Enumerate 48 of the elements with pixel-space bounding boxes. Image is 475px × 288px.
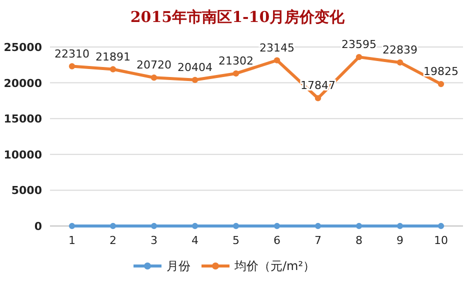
point [396, 59, 404, 66]
y-tick-label: 25000 [4, 41, 42, 54]
point [438, 80, 444, 88]
point [68, 222, 76, 230]
point [232, 70, 240, 77]
x-tick-label: 4 [192, 234, 198, 247]
data-label: 22310 [54, 47, 90, 60]
x-tick-label: 3 [150, 234, 158, 247]
x-tick-label: 6 [274, 234, 280, 247]
x-tick-label: 10 [434, 234, 448, 247]
point [192, 76, 198, 83]
data-label: 19825 [424, 65, 458, 78]
y-tick-label: 10000 [4, 148, 42, 162]
x-tick-label: 8 [356, 234, 362, 247]
x-tick-label: 1 [68, 234, 76, 247]
x-tick-label: 2 [110, 234, 116, 247]
point [396, 222, 404, 230]
data-label: 21302 [218, 54, 254, 68]
data-label: 23595 [342, 38, 376, 52]
point [150, 222, 158, 230]
point [150, 74, 158, 81]
legend-label: 月份 [166, 259, 190, 273]
point [314, 222, 322, 230]
x-tick-label: 7 [314, 234, 322, 247]
point [192, 222, 198, 230]
point [314, 95, 322, 102]
y-tick-label: 20000 [4, 76, 42, 90]
x-tick-label: 9 [396, 234, 404, 247]
point [274, 222, 280, 230]
data-label: 21891 [96, 50, 130, 64]
point [110, 66, 116, 72]
y-tick-label: 5000 [11, 184, 42, 198]
data-label: 22839 [382, 43, 418, 56]
y-tick-label: 0 [34, 220, 42, 233]
point [274, 57, 280, 64]
data-label: 20404 [178, 60, 212, 74]
y-tick-label: 15000 [4, 112, 42, 126]
point [356, 222, 362, 230]
legend-label: 均价（元/m²） [234, 259, 316, 273]
chart-title: 2015年市南区1-10月房价变化 [130, 8, 346, 26]
point [356, 54, 362, 60]
point [110, 222, 116, 230]
x-tick-label: 5 [232, 234, 240, 247]
point [68, 63, 76, 70]
data-label: 23145 [260, 41, 294, 54]
point [438, 222, 444, 230]
data-label: 20720 [136, 58, 172, 72]
point [232, 222, 240, 230]
